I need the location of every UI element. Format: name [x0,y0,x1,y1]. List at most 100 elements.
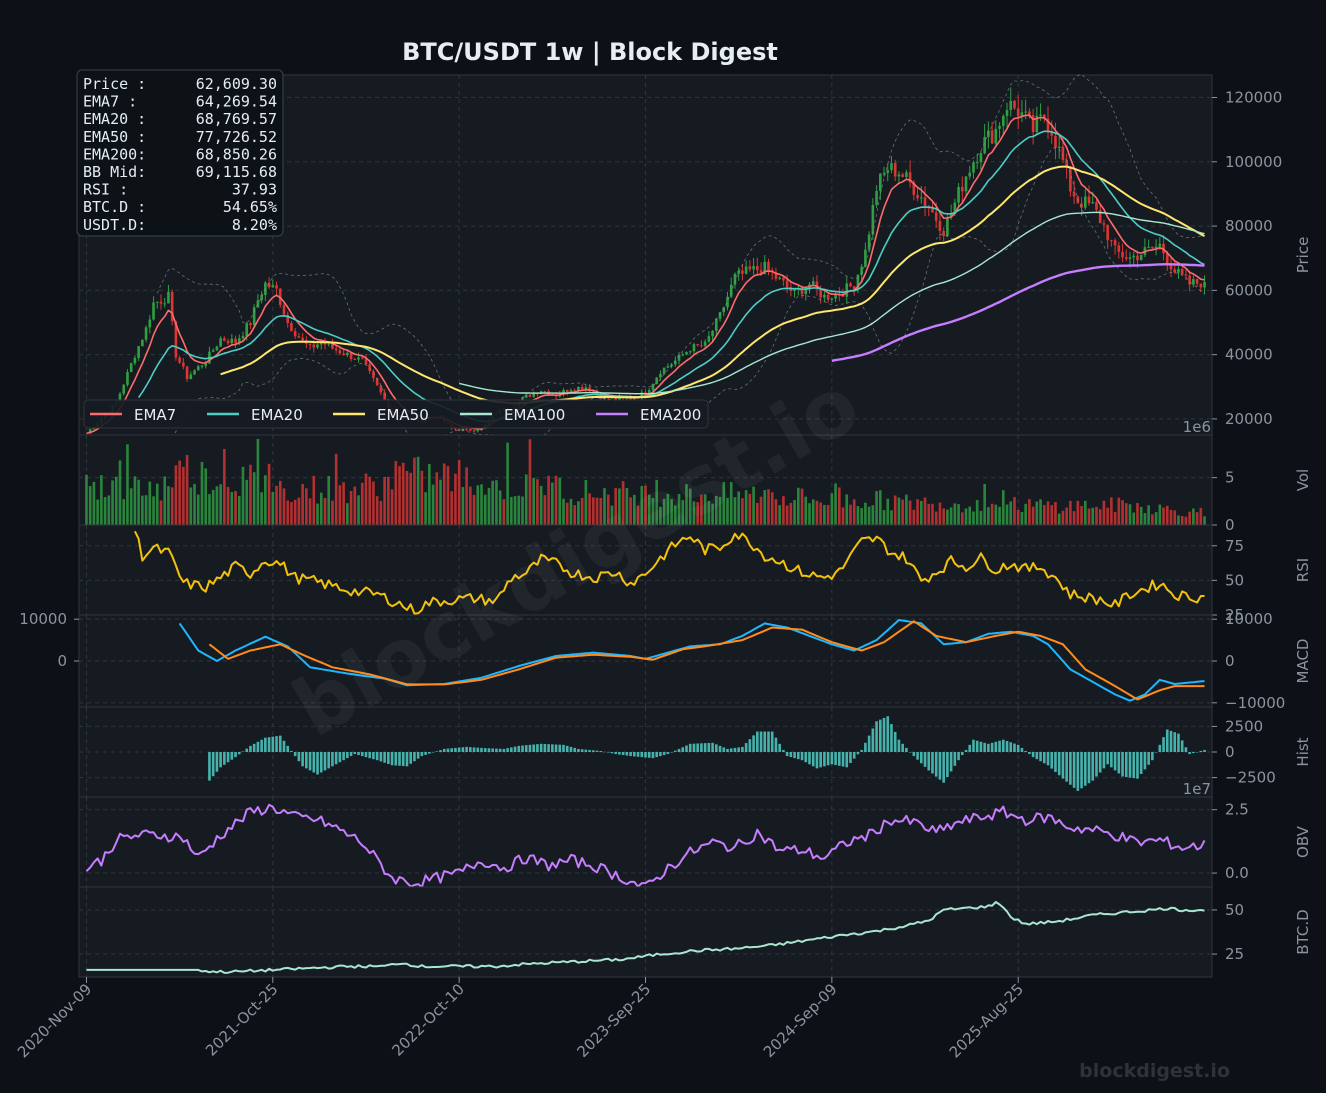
candle-body [88,429,92,434]
volume-bar [808,503,811,525]
panel-price-ylabel: Price [1294,237,1312,274]
candle-body [618,397,621,401]
histogram-bar [606,752,610,753]
histogram-bar [748,739,752,752]
histogram-bar [401,752,405,767]
volume-bar [1117,497,1121,525]
panel-macd-ytick-label: 10000 [1225,610,1273,628]
histogram-bar [830,752,834,765]
volume-bar [510,496,513,525]
candle-body [934,212,938,221]
histogram-bar [934,752,938,777]
candle-body [189,374,193,380]
volume-bar [670,499,673,525]
volume-bar [748,493,752,525]
volume-bar [293,499,297,525]
histogram-bar [770,731,774,752]
candle-body [972,162,975,173]
candle-body [1001,115,1005,126]
volume-bar [659,506,662,525]
histogram-bar [897,739,901,752]
volume-bar [211,489,215,525]
histogram-bar [208,752,211,781]
candle-body [245,323,249,336]
histogram-bar [610,752,614,754]
candle-body [1177,268,1180,273]
panel-price-ytick-label: 100000 [1225,153,1282,171]
info-box-value: 77,726.52 [196,128,277,146]
histogram-bar [1087,752,1091,784]
histogram-bar [554,744,558,752]
volume-bar [789,502,793,525]
histogram-bar [968,744,972,752]
histogram-bar [629,752,632,757]
volume-bar [912,509,916,525]
volume-bar [476,485,480,525]
candle-body [763,261,767,275]
volume-bar [733,497,737,525]
panel-rsi-ylabel: RSI [1294,558,1312,582]
candle-body [610,397,614,399]
histogram-bar [1102,752,1106,769]
candle-body [983,137,986,154]
histogram-bar [334,752,338,765]
histogram-bar [551,744,554,752]
candle-body [543,391,547,393]
histogram-bar [901,743,904,752]
histogram-bar [215,752,219,772]
histogram-bar [715,744,718,752]
candle-body [1013,100,1016,109]
histogram-bar [752,735,755,752]
legend-label-ema200: EMA200 [640,406,701,424]
volume-bar [353,486,357,525]
candle-body [1113,240,1117,246]
histogram-bar [595,750,599,752]
histogram-bar [379,752,383,762]
candle-body [841,295,845,297]
histogram-bar [860,749,863,752]
volume-bar [1013,496,1016,525]
footer-brand: blockdigest.io [1079,1060,1230,1082]
histogram-bar [983,742,986,752]
volume-bar [707,500,711,525]
volume-bar [230,491,234,525]
ema-legend: EMA7 EMA20 EMA50 EMA100 EMA200 [83,399,709,429]
volume-bar [830,493,834,525]
histogram-bar [655,752,658,758]
volume-bar [603,488,606,525]
histogram-bar [465,746,468,752]
histogram-bar [562,744,565,752]
candle-body [726,296,729,308]
info-box-label: EMA200: [83,145,146,163]
candle-body [1083,196,1087,208]
volume-bar [834,483,837,525]
histogram-bar [800,752,804,761]
histogram-bar [569,746,573,752]
histogram-bar [625,752,629,756]
histogram-bar [1169,730,1173,752]
volume-bar [946,509,949,525]
candle-body [211,350,215,352]
candle-body [640,392,644,398]
volume-bar [1195,512,1199,525]
candle-body [573,390,576,392]
candle-body [252,307,256,326]
volume-bar [759,496,763,525]
volume-bar [215,486,219,525]
volume-bar [625,488,629,525]
panel-volume-ylabel: Vol [1294,469,1312,491]
volume-bar [502,499,506,525]
histogram-bar [1151,752,1154,761]
volume-bar [688,488,692,525]
volume-bar [368,476,372,525]
volume-bar [323,497,327,525]
candle-body [1054,135,1057,148]
histogram-bar [491,748,494,752]
candle-body [383,392,386,400]
histogram-bar [871,728,875,752]
histogram-bar [364,752,368,758]
volume-bar [1042,505,1046,525]
panel-btcd: 25 50 BTC.D [78,886,1312,978]
histogram-bar [923,752,927,767]
histogram-bar [1028,752,1031,755]
